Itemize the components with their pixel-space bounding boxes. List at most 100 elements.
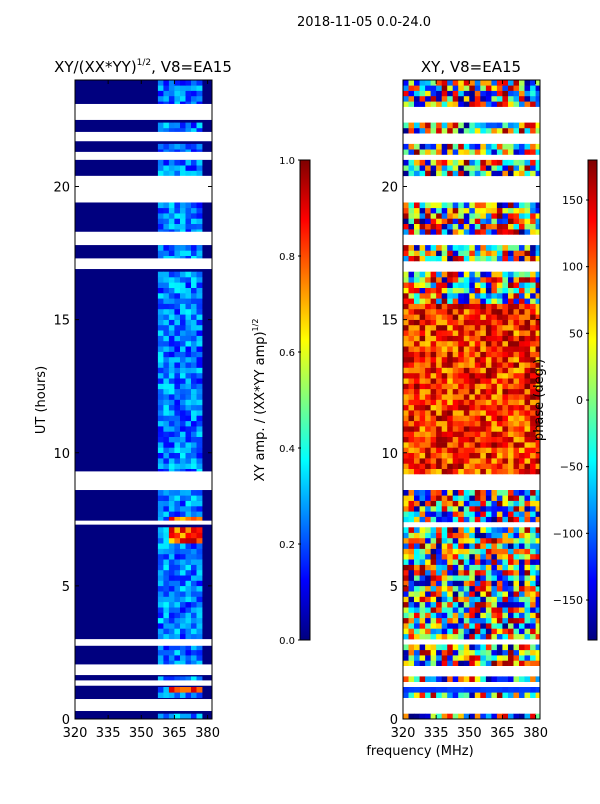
right-heatmap-cell (447, 436, 454, 443)
left-heatmap-cell (157, 585, 164, 592)
right-heatmap-cell (480, 170, 487, 177)
left-heatmap-cell (157, 580, 164, 587)
right-heatmap-cell (452, 713, 459, 719)
right-heatmap-cell (496, 330, 503, 336)
right-heatmap-cell (491, 500, 498, 507)
right-heatmap-cell (403, 282, 409, 288)
right-heatmap-cell (508, 245, 514, 251)
right-heatmap-cell (463, 207, 470, 214)
right-heatmap-cell (430, 298, 437, 304)
right-heatmap-cell (408, 149, 415, 155)
left-heatmap-cell (168, 655, 175, 661)
right-heatmap-cell (419, 362, 426, 368)
right-heatmap-cell (508, 612, 514, 619)
left-heatmap-cell (196, 692, 203, 698)
right-heatmap-cell (496, 218, 503, 224)
right-heatmap-cell (535, 282, 540, 288)
left-heatmap-cell (168, 165, 175, 171)
right-heatmap-cell (469, 404, 476, 411)
right-heatmap-cell (419, 287, 426, 294)
right-heatmap-cell (436, 687, 442, 693)
right-heatmap-cell (519, 372, 525, 379)
left-heatmap-cell (196, 644, 203, 651)
right-heatmap-cell (535, 298, 540, 304)
right-heatmap-cell (496, 511, 503, 517)
right-heatmap-cell (480, 372, 487, 379)
right-heatmap-cell (436, 335, 442, 342)
left-heatmap-cell (180, 687, 186, 693)
right-heatmap-cell (463, 628, 470, 635)
right-heatmap-cell (524, 649, 531, 656)
left-heatmap-cell (191, 324, 197, 331)
left-heatmap-cell (174, 362, 181, 368)
right-heatmap-cell (458, 277, 465, 283)
left-heatmap-cell (196, 271, 203, 278)
right-heatmap-cell (403, 596, 409, 603)
right-heatmap-cell (463, 127, 470, 134)
right-heatmap-cell (441, 426, 448, 432)
right-heatmap-cell (524, 617, 531, 624)
left-heatmap-cell (191, 159, 197, 166)
left-heatmap-cell (185, 245, 192, 251)
right-heatmap-cell (535, 468, 540, 475)
right-heatmap-cell (502, 404, 509, 411)
right-heatmap-cell (425, 548, 431, 555)
right-heatmap-cell (496, 553, 503, 560)
right-heatmap-cell (519, 559, 525, 565)
right-heatmap-cell (436, 340, 442, 347)
right-heatmap-cell (463, 543, 470, 549)
right-heatmap-cell (508, 426, 514, 432)
left-heatmap-cell (174, 628, 181, 635)
left-heatmap-cell (163, 122, 170, 129)
left-heatmap-cell (180, 591, 186, 597)
right-heatmap-cell (403, 442, 409, 448)
right-heatmap-cell (463, 245, 470, 251)
left-heatmap-cell (185, 623, 192, 629)
right-heatmap-cell (502, 548, 509, 555)
right-heatmap-cell (469, 213, 476, 219)
right-heatmap-cell (530, 431, 536, 437)
right-heatmap-cell (480, 255, 487, 262)
left-heatmap-cell (185, 431, 192, 437)
left-heatmap-cell (185, 127, 192, 134)
right-heatmap-cell (403, 559, 409, 565)
right-heatmap-cell (508, 527, 514, 533)
right-heatmap-cell (485, 298, 492, 304)
right-heatmap-cell (469, 458, 476, 464)
right-heatmap-cell (430, 452, 437, 459)
right-heatmap-cell (403, 202, 409, 209)
right-heatmap-cell (485, 463, 492, 469)
right-heatmap-cell (463, 553, 470, 560)
right-heatmap-cell (469, 277, 476, 283)
right-heatmap-cell (474, 394, 481, 400)
right-heatmap-cell (414, 585, 420, 592)
right-heatmap-cell (530, 617, 536, 624)
right-heatmap-cell (491, 687, 498, 693)
left-heatmap-cell (157, 335, 164, 342)
right-heatmap-cell (474, 553, 481, 560)
left-heatmap-cell (168, 245, 175, 251)
right-heatmap-cell (436, 293, 442, 299)
right-heatmap-cell (469, 495, 476, 501)
right-heatmap-cell (447, 80, 454, 86)
right-heatmap-cell (530, 644, 536, 651)
right-heatmap-cell (502, 490, 509, 496)
right-heatmap-cell (458, 649, 465, 656)
left-heatmap-cell (157, 223, 164, 230)
right-heatmap-cell (419, 692, 426, 698)
right-heatmap-cell (430, 591, 437, 597)
right-heatmap-cell (469, 410, 476, 416)
right-heatmap-cell (530, 426, 536, 432)
right-heatmap-cell (436, 101, 442, 107)
right-heatmap-cell (485, 207, 492, 214)
left-heatmap-cell (180, 372, 186, 379)
left-heatmap-cell (174, 692, 181, 698)
left-heatmap-cell (163, 330, 170, 336)
left-heatmap-cell (157, 426, 164, 432)
right-heatmap-cell (508, 431, 514, 437)
left-heatmap-cell (157, 404, 164, 411)
right-heatmap-cell (513, 687, 520, 693)
right-heatmap-cell (513, 426, 520, 432)
right-heatmap-cell (474, 346, 481, 352)
right-heatmap-cell (485, 293, 492, 299)
